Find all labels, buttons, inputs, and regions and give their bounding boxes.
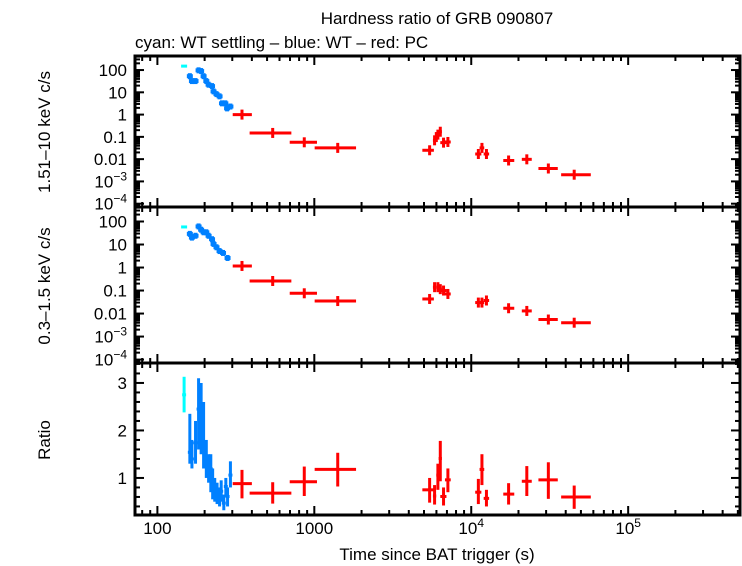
x-tick-label: 1000 [295,519,333,538]
y-axis-label-soft: 0.3–1.5 keV c/s [35,227,54,344]
y-tick-label: 10−4 [94,192,127,214]
chart-title: Hardness ratio of GRB 090807 [321,9,553,28]
y-tick-label: 0.1 [103,282,127,301]
y-axis-label-ratio: Ratio [35,420,54,460]
y-tick-label: 100 [99,61,127,80]
y-tick-label: 1 [118,469,127,488]
y-tick-label: 0.01 [94,305,127,324]
chart-subtitle: cyan: WT settling – blue: WT – red: PC [135,33,428,52]
x-tick-label: 105 [615,516,641,538]
y-axis-label-hard: 1.51–10 keV c/s [35,71,54,193]
y-tick-label: 10−3 [94,325,127,347]
y-tick-label: 2 [118,421,127,440]
panel-frame [133,361,742,517]
y-tick-label: 0.1 [103,128,127,147]
y-tick-label: 1 [118,259,127,278]
y-tick-label: 10−4 [94,348,127,370]
y-tick-label: 1 [118,106,127,125]
y-tick-label: 0.01 [94,150,127,169]
x-tick-label: 100 [143,519,171,538]
y-tick-label: 10 [108,236,127,255]
y-tick-label: 100 [99,213,127,232]
y-tick-label: 3 [118,374,127,393]
y-tick-label: 10 [108,83,127,102]
x-axis-label: Time since BAT trigger (s) [339,545,534,564]
x-tick-label: 104 [458,516,484,538]
y-tick-label: 10−3 [94,169,127,191]
